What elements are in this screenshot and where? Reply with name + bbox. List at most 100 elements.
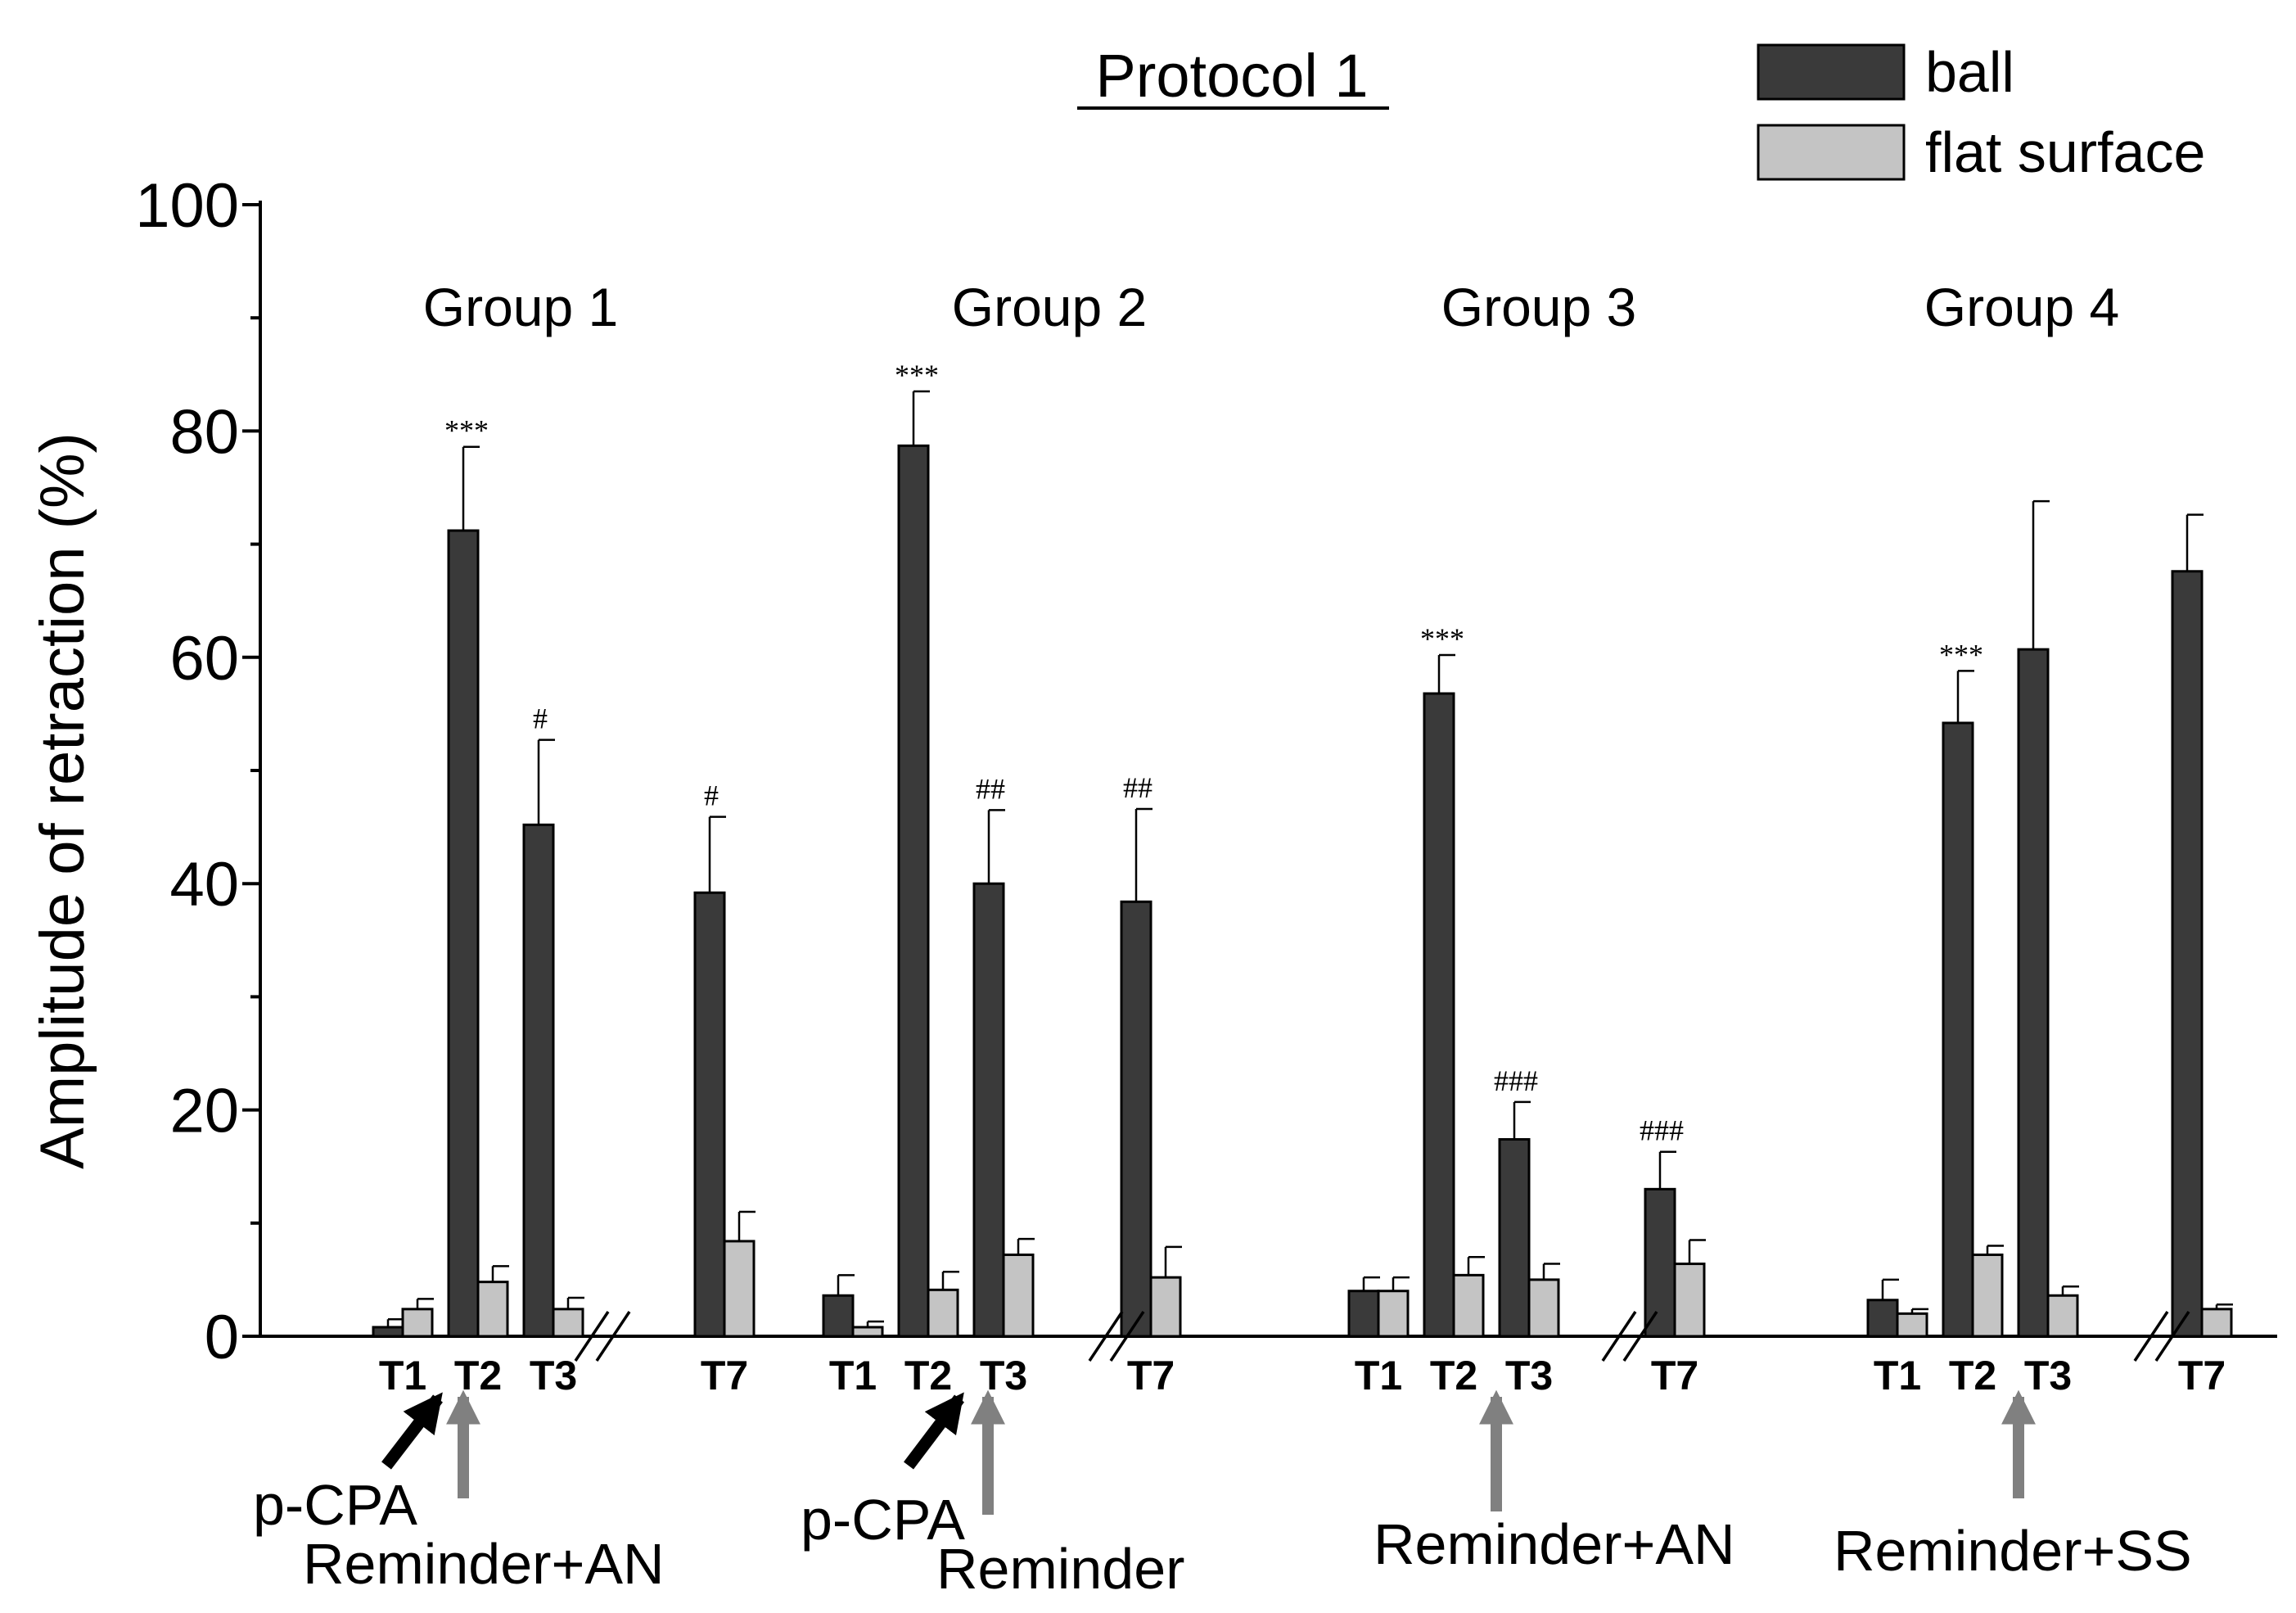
bar-flat-surface [476,1281,509,1338]
legend-label-flat-surface: flat surface [1925,120,2205,184]
bar-ball [1347,1290,1380,1338]
bar-ball [372,1326,404,1338]
group-label: Group 4 [1924,277,2119,337]
bar-ball [897,444,930,1338]
x-tick-label: T3 [1505,1353,1553,1398]
y-tick-label: 60 [169,624,239,694]
significance-marker: ## [1123,771,1153,804]
bar-ball [2017,648,2050,1338]
significance-marker: ### [1640,1114,1684,1147]
bar-flat-surface [1452,1273,1485,1338]
bar-ball [1498,1138,1531,1338]
x-tick-label: T1 [1355,1353,1402,1398]
treatment-arrow-black [381,1392,443,1470]
annotation-label: p-CPA [801,1488,965,1552]
bar-flat-surface [1149,1276,1182,1338]
group-label: Group 2 [952,277,1147,337]
y-axis: 0 20 40 60 80 100 [135,171,260,1372]
x-tick-label: T7 [701,1353,748,1398]
y-tick-label: 40 [169,850,239,919]
axis-break-mark [1109,1311,1145,1362]
significance-marker: *** [1939,638,1983,671]
significance-marker: *** [444,414,489,447]
bar-ball [1644,1187,1676,1338]
x-tick-label: T1 [1874,1353,1921,1398]
x-tick-label: T2 [1430,1353,1477,1398]
bar-ball [522,823,555,1338]
bar-ball [2171,570,2204,1338]
bar-ball [1942,721,1974,1338]
x-tick-label: T7 [2178,1353,2226,1398]
bars [372,390,2233,1338]
axis-break-mark [1622,1311,1658,1362]
bar-ball [1866,1299,1899,1338]
x-axis: T1 T2 T3 T7 T1 T2 T3 T7 T1 T2 T3 T7 T1 T2 T3 T7 [379,1353,2226,1398]
bar-ball [1120,900,1153,1338]
axis-break-mark [1601,1311,1637,1362]
x-tick-label: T2 [904,1353,952,1398]
treatment-arrow-black [904,1392,964,1470]
x-tick-label: T2 [1949,1353,1996,1398]
significance-marker: # [533,703,548,735]
axis-break-mark [1088,1311,1124,1362]
bar-ball [822,1294,855,1338]
bar-ball [447,529,480,1338]
bar-ball [1423,692,1455,1338]
significance-markers: ***##***## ##***######*** [444,359,1983,1147]
significance-marker: ## [976,772,1005,805]
bar-flat-surface [1673,1263,1706,1338]
x-tick-label: T3 [530,1353,577,1398]
annotation-label: Reminder+AN [303,1532,665,1596]
x-tick-label: T1 [379,1353,426,1398]
bar-flat-surface [723,1240,756,1338]
axis-breaks [574,1311,2190,1362]
y-tick-label: 0 [205,1303,239,1372]
legend-swatch-flat-surface [1757,124,1906,181]
group-labels: Group 1 Group 2 Group 3 Group 4 [423,277,2119,337]
axis-break-mark [2154,1311,2190,1362]
significance-marker: *** [895,359,939,391]
axes [259,201,2277,1338]
bar-flat-surface [552,1308,584,1338]
bar-flat-surface [927,1288,959,1338]
significance-marker: *** [1420,622,1464,655]
annotation-label: p-CPA [253,1473,417,1537]
legend-label-ball: ball [1925,40,2014,104]
x-tick-label: T7 [1651,1353,1698,1398]
x-tick-label: T1 [829,1353,877,1398]
bar-ball [972,882,1005,1338]
bar-flat-surface [1377,1290,1410,1338]
significance-marker: # [704,779,719,812]
legend: ball flat surface [1757,40,2205,184]
y-tick-label: 20 [169,1077,239,1146]
group-label: Group 3 [1441,277,1636,337]
bar-flat-surface [1002,1253,1035,1338]
annotation-label: Reminder+SS [1834,1519,2192,1583]
significance-marker: ### [1494,1064,1538,1097]
bar-flat-surface [851,1326,884,1338]
bar-flat-surface [1896,1312,1928,1338]
axis-break-mark [595,1311,631,1362]
y-tick-label: 100 [135,171,239,241]
legend-swatch-ball [1757,43,1906,101]
x-tick-label: T7 [1127,1353,1175,1398]
bar-flat-surface [2200,1308,2233,1338]
x-tick-label: T2 [454,1353,502,1398]
bar-flat-surface [1971,1253,2004,1338]
x-tick-label: T3 [980,1353,1027,1398]
group-label: Group 1 [423,277,618,337]
bar-flat-surface [1527,1278,1560,1338]
axis-break-mark [574,1311,610,1362]
axis-break-mark [2133,1311,2169,1362]
chart-title: Protocol 1 [1095,42,1368,110]
x-tick-label: T3 [2024,1353,2072,1398]
y-tick-label: 80 [169,397,239,467]
bar-flat-surface [2046,1294,2079,1338]
annotation-label: Reminder+AN [1374,1512,1735,1576]
annotation-label: Reminder [936,1537,1184,1601]
bar-flat-surface [401,1308,434,1338]
y-axis-label: Amplitude of retraction (%) [28,432,97,1169]
bar-ball [693,891,726,1338]
